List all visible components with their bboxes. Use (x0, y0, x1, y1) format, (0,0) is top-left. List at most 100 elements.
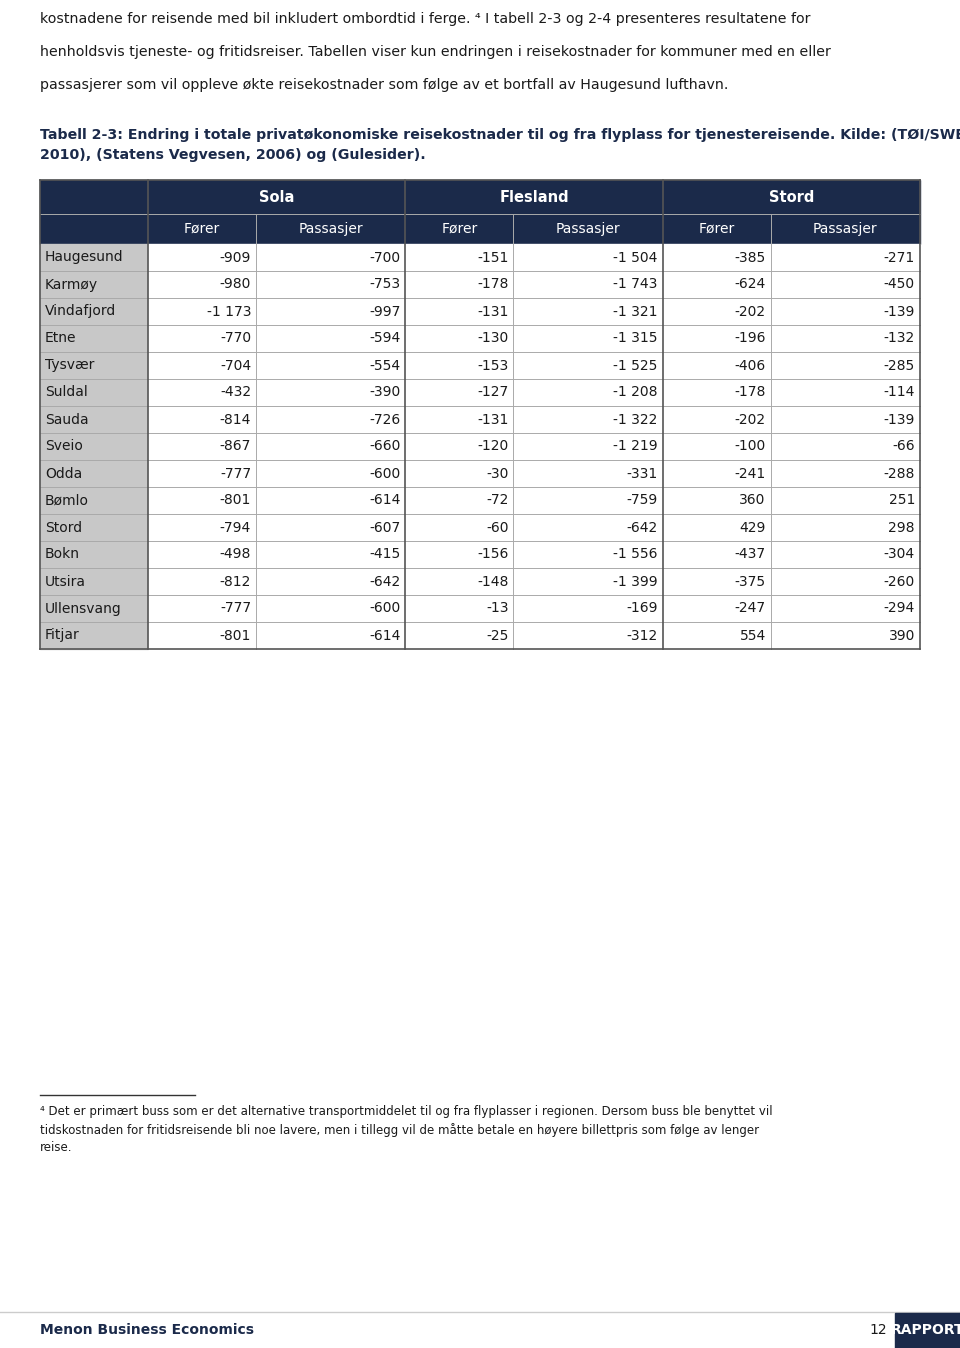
Text: -1 208: -1 208 (613, 386, 658, 399)
Text: -385: -385 (734, 251, 766, 264)
Text: Haugesund: Haugesund (45, 251, 124, 264)
Text: -801: -801 (220, 493, 252, 507)
Text: -390: -390 (369, 386, 400, 399)
Text: -202: -202 (734, 305, 766, 318)
Text: -1 399: -1 399 (613, 574, 658, 589)
Text: Vindafjord: Vindafjord (45, 305, 116, 318)
Text: -777: -777 (220, 466, 252, 480)
Text: -759: -759 (627, 493, 658, 507)
Text: -304: -304 (884, 547, 915, 562)
Text: -60: -60 (486, 520, 509, 535)
Text: -624: -624 (734, 278, 766, 291)
Bar (40, 214, 920, 244)
Text: Passasjer: Passasjer (813, 222, 877, 236)
Text: -594: -594 (369, 332, 400, 345)
Text: Tabell 2-3: Endring i totale privatøkonomiske reisekostnader til og fra flyplass: Tabell 2-3: Endring i totale privatøkono… (40, 128, 960, 142)
Text: Odda: Odda (45, 466, 83, 480)
Text: -642: -642 (627, 520, 658, 535)
Text: -139: -139 (883, 412, 915, 426)
Text: -997: -997 (369, 305, 400, 318)
Bar (148, 594, 920, 621)
Text: -1 525: -1 525 (613, 359, 658, 372)
Text: Bokn: Bokn (45, 547, 80, 562)
Text: Fitjar: Fitjar (45, 628, 80, 643)
Text: -600: -600 (369, 601, 400, 616)
Bar (148, 460, 920, 487)
Text: -241: -241 (734, 466, 766, 480)
Text: -288: -288 (883, 466, 915, 480)
Text: Stord: Stord (45, 520, 83, 535)
Text: -704: -704 (220, 359, 252, 372)
Bar (40, 379, 148, 406)
Text: -607: -607 (369, 520, 400, 535)
Bar (40, 568, 148, 594)
Text: -753: -753 (370, 278, 400, 291)
Text: -1 219: -1 219 (613, 439, 658, 453)
Text: kostnadene for reisende med bil inkludert ombordtid i ferge. ⁴ I tabell 2-3 og 2: kostnadene for reisende med bil inkluder… (40, 12, 810, 26)
Text: 12: 12 (869, 1322, 887, 1337)
Text: Ullensvang: Ullensvang (45, 601, 122, 616)
Text: -156: -156 (477, 547, 509, 562)
Text: -642: -642 (369, 574, 400, 589)
Text: -331: -331 (627, 466, 658, 480)
Text: -131: -131 (477, 412, 509, 426)
Text: 251: 251 (889, 493, 915, 507)
Text: -285: -285 (884, 359, 915, 372)
Text: -1 556: -1 556 (613, 547, 658, 562)
Text: -437: -437 (734, 547, 766, 562)
Text: -72: -72 (486, 493, 509, 507)
Bar (40, 181, 920, 214)
Text: -600: -600 (369, 466, 400, 480)
Text: -127: -127 (477, 386, 509, 399)
Text: Fører: Fører (442, 222, 477, 236)
Bar (40, 271, 148, 298)
Text: -169: -169 (626, 601, 658, 616)
Text: Fører: Fører (184, 222, 220, 236)
Text: -66: -66 (893, 439, 915, 453)
Text: -909: -909 (220, 251, 252, 264)
Text: 390: 390 (889, 628, 915, 643)
Text: -980: -980 (220, 278, 252, 291)
Text: -432: -432 (220, 386, 252, 399)
Bar (148, 568, 920, 594)
Text: Tysvær: Tysvær (45, 359, 94, 372)
Bar (40, 514, 148, 541)
Text: -247: -247 (734, 601, 766, 616)
Text: -139: -139 (883, 305, 915, 318)
Text: ⁴ Det er primært buss som er det alternative transportmiddelet til og fra flypla: ⁴ Det er primært buss som er det alterna… (40, 1105, 773, 1117)
Text: -153: -153 (477, 359, 509, 372)
Text: Etne: Etne (45, 332, 77, 345)
Bar (40, 460, 148, 487)
Text: -120: -120 (477, 439, 509, 453)
Text: Sola: Sola (259, 190, 295, 205)
Text: -1 743: -1 743 (613, 278, 658, 291)
Text: -375: -375 (734, 574, 766, 589)
Text: Suldal: Suldal (45, 386, 87, 399)
Text: Bømlo: Bømlo (45, 493, 89, 507)
Text: -13: -13 (486, 601, 509, 616)
Text: 429: 429 (739, 520, 766, 535)
Bar (895, 1313, 960, 1348)
Text: 554: 554 (739, 628, 766, 643)
Text: -151: -151 (477, 251, 509, 264)
Text: -614: -614 (369, 493, 400, 507)
Text: 298: 298 (889, 520, 915, 535)
Text: -1 321: -1 321 (613, 305, 658, 318)
Text: -132: -132 (884, 332, 915, 345)
Text: reise.: reise. (40, 1140, 73, 1154)
Bar (148, 487, 920, 514)
Text: tidskostnaden for fritidsreisende bli noe lavere, men i tillegg vil de måtte bet: tidskostnaden for fritidsreisende bli no… (40, 1123, 759, 1136)
Text: Sveio: Sveio (45, 439, 83, 453)
Text: Fører: Fører (699, 222, 734, 236)
Text: 360: 360 (739, 493, 766, 507)
Text: -178: -178 (477, 278, 509, 291)
Text: -867: -867 (220, 439, 252, 453)
Bar (40, 298, 148, 325)
Bar (40, 621, 148, 648)
Text: RAPPORT: RAPPORT (891, 1324, 960, 1337)
Text: -100: -100 (734, 439, 766, 453)
Bar (148, 352, 920, 379)
Text: -801: -801 (220, 628, 252, 643)
Text: Menon Business Economics: Menon Business Economics (40, 1322, 254, 1337)
Text: -114: -114 (883, 386, 915, 399)
